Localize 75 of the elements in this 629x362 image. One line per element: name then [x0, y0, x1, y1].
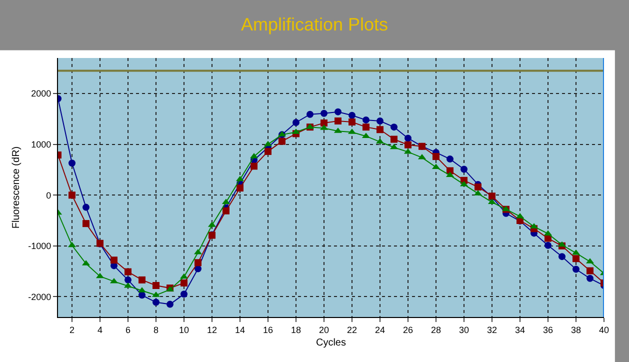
- x-tick-label: 40: [598, 324, 610, 335]
- point: [390, 136, 398, 143]
- x-tick-label: 36: [542, 324, 554, 335]
- x-tick-label: 32: [486, 324, 498, 335]
- point: [586, 267, 594, 274]
- point: [152, 298, 160, 306]
- y-tick-label: 1000: [31, 139, 52, 150]
- point: [348, 118, 356, 126]
- point: [544, 234, 552, 242]
- x-axis-title: Cycles: [316, 337, 346, 348]
- point: [110, 256, 118, 264]
- point: [194, 259, 202, 266]
- point: [138, 276, 146, 284]
- chart-title: Amplification Plots: [240, 14, 388, 35]
- point: [320, 120, 328, 126]
- point: [362, 116, 370, 124]
- x-tick-label: 8: [153, 324, 159, 335]
- x-tick-label: 6: [125, 324, 131, 335]
- x-tick-label: 22: [346, 324, 358, 335]
- point: [432, 153, 440, 160]
- point: [474, 183, 482, 190]
- point: [334, 108, 342, 116]
- y-tick-label: 0: [46, 190, 52, 200]
- point: [82, 204, 90, 211]
- x-tick-label: 34: [514, 324, 526, 335]
- point: [180, 290, 188, 298]
- point: [222, 207, 230, 214]
- x-tick-label: 24: [374, 324, 386, 335]
- y-axis-title: Fluorescence (dR): [11, 146, 22, 229]
- point: [334, 117, 342, 124]
- point: [138, 292, 146, 299]
- x-tick-label: 4: [97, 324, 103, 335]
- x-tick-label: 28: [430, 324, 442, 335]
- point: [82, 220, 90, 228]
- y-tick-label: -1000: [28, 241, 52, 252]
- x-tick-label: 20: [318, 324, 330, 335]
- point: [586, 274, 594, 282]
- point: [250, 162, 258, 170]
- x-tick-label: 14: [234, 324, 246, 335]
- point: [348, 112, 356, 119]
- point: [544, 242, 552, 249]
- point: [446, 156, 454, 163]
- point: [320, 110, 328, 117]
- point: [404, 134, 412, 142]
- point: [166, 300, 174, 308]
- point: [124, 276, 132, 284]
- point: [152, 282, 160, 290]
- point: [376, 126, 384, 134]
- x-tick-label: 12: [206, 324, 218, 335]
- point: [404, 141, 412, 148]
- point: [376, 117, 384, 124]
- point: [460, 166, 468, 173]
- x-tick-label: 16: [262, 324, 274, 335]
- x-tick-label: 10: [178, 324, 190, 335]
- point: [572, 266, 580, 273]
- x-tick-label: 30: [458, 324, 470, 335]
- point: [292, 119, 300, 126]
- point: [124, 268, 132, 276]
- point: [278, 138, 286, 145]
- x-tick-label: 38: [570, 324, 582, 335]
- x-tick-label: 18: [290, 324, 302, 335]
- point: [362, 124, 370, 131]
- y-tick-label: 2000: [31, 88, 52, 99]
- point: [264, 148, 272, 155]
- point: [558, 253, 566, 260]
- point: [236, 184, 244, 192]
- point: [306, 110, 314, 118]
- y-tick-label: -2000: [28, 292, 52, 302]
- point: [572, 255, 580, 262]
- x-tick-label: 26: [402, 324, 414, 335]
- point: [390, 124, 398, 131]
- x-tick-label: 2: [69, 324, 75, 335]
- point: [68, 192, 76, 199]
- point: [68, 160, 76, 167]
- point: [180, 279, 188, 286]
